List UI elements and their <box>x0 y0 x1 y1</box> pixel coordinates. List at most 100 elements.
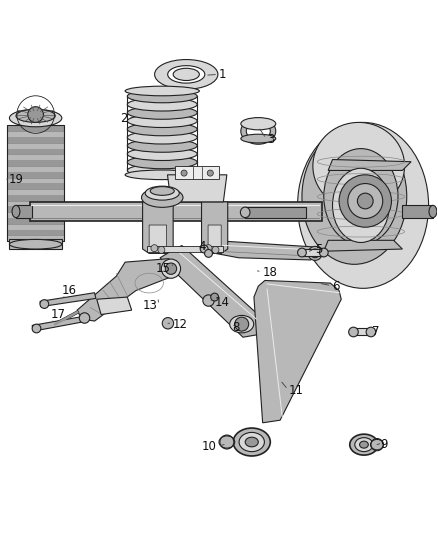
Bar <box>7 177 64 183</box>
Ellipse shape <box>246 123 270 140</box>
Bar <box>7 212 64 218</box>
Polygon shape <box>201 202 228 253</box>
Ellipse shape <box>127 123 197 136</box>
Bar <box>7 131 64 137</box>
Text: 1: 1 <box>219 68 226 81</box>
Ellipse shape <box>127 115 197 127</box>
Polygon shape <box>40 293 96 306</box>
Bar <box>7 125 64 131</box>
Circle shape <box>371 439 383 451</box>
Ellipse shape <box>429 205 437 217</box>
Polygon shape <box>77 259 175 321</box>
Ellipse shape <box>355 438 373 451</box>
Polygon shape <box>160 246 261 337</box>
Text: 7: 7 <box>372 326 379 338</box>
Circle shape <box>212 246 219 253</box>
Ellipse shape <box>127 156 197 169</box>
Ellipse shape <box>324 149 398 245</box>
Ellipse shape <box>241 134 276 143</box>
Circle shape <box>211 293 219 301</box>
Circle shape <box>40 300 49 309</box>
Circle shape <box>181 170 187 176</box>
Bar <box>7 143 64 149</box>
Text: 10: 10 <box>202 440 217 453</box>
Ellipse shape <box>230 316 254 333</box>
Polygon shape <box>324 240 403 251</box>
Ellipse shape <box>12 205 20 217</box>
Circle shape <box>311 249 319 258</box>
Ellipse shape <box>233 428 270 456</box>
Polygon shape <box>302 249 324 256</box>
Ellipse shape <box>313 123 405 210</box>
Bar <box>10 239 62 249</box>
Text: 13: 13 <box>143 300 158 312</box>
Bar <box>7 160 64 166</box>
Ellipse shape <box>168 66 205 83</box>
Text: 14: 14 <box>215 296 230 309</box>
Ellipse shape <box>127 90 197 103</box>
Polygon shape <box>353 328 371 335</box>
Text: 17: 17 <box>51 308 66 321</box>
Circle shape <box>235 317 249 331</box>
Circle shape <box>220 435 234 449</box>
Bar <box>7 189 64 195</box>
Text: 6: 6 <box>332 280 340 293</box>
Text: 9: 9 <box>381 438 388 451</box>
Bar <box>7 137 64 143</box>
Ellipse shape <box>125 86 199 96</box>
Circle shape <box>32 324 41 333</box>
Text: 8: 8 <box>232 321 240 334</box>
Circle shape <box>162 318 173 329</box>
Ellipse shape <box>241 118 276 130</box>
Text: 4: 4 <box>198 240 206 253</box>
Circle shape <box>348 183 383 219</box>
Polygon shape <box>149 225 166 251</box>
Ellipse shape <box>241 118 276 144</box>
Bar <box>7 125 64 241</box>
Circle shape <box>297 248 306 257</box>
Circle shape <box>203 295 214 306</box>
Text: 3: 3 <box>267 133 274 147</box>
Ellipse shape <box>125 170 199 180</box>
Ellipse shape <box>10 239 62 249</box>
Circle shape <box>205 245 212 252</box>
Polygon shape <box>16 205 32 217</box>
Polygon shape <box>32 317 83 331</box>
Polygon shape <box>328 159 411 171</box>
Circle shape <box>165 263 177 274</box>
Polygon shape <box>245 207 306 217</box>
Text: 15: 15 <box>156 262 171 275</box>
Bar <box>7 172 64 177</box>
Circle shape <box>161 259 180 278</box>
Bar <box>7 195 64 201</box>
Circle shape <box>79 313 90 323</box>
Ellipse shape <box>239 432 265 451</box>
Polygon shape <box>147 246 223 252</box>
Circle shape <box>28 107 43 123</box>
Bar <box>7 201 64 206</box>
Polygon shape <box>167 175 227 202</box>
Ellipse shape <box>127 139 197 152</box>
Ellipse shape <box>350 434 378 455</box>
Ellipse shape <box>16 109 55 123</box>
Text: 19: 19 <box>9 173 24 185</box>
Bar <box>7 218 64 224</box>
Polygon shape <box>30 202 321 221</box>
Text: 18: 18 <box>263 265 278 279</box>
Ellipse shape <box>10 109 62 127</box>
Ellipse shape <box>155 60 218 89</box>
Bar <box>7 155 64 160</box>
Polygon shape <box>254 280 341 423</box>
Polygon shape <box>143 202 173 253</box>
Bar <box>7 224 64 230</box>
Polygon shape <box>204 240 317 260</box>
Bar <box>7 149 64 155</box>
Circle shape <box>357 193 373 209</box>
Ellipse shape <box>127 131 197 144</box>
Ellipse shape <box>145 186 179 200</box>
Ellipse shape <box>127 148 197 160</box>
Text: 12: 12 <box>173 318 188 330</box>
Circle shape <box>207 170 213 176</box>
Bar <box>7 236 64 241</box>
Ellipse shape <box>127 106 197 119</box>
